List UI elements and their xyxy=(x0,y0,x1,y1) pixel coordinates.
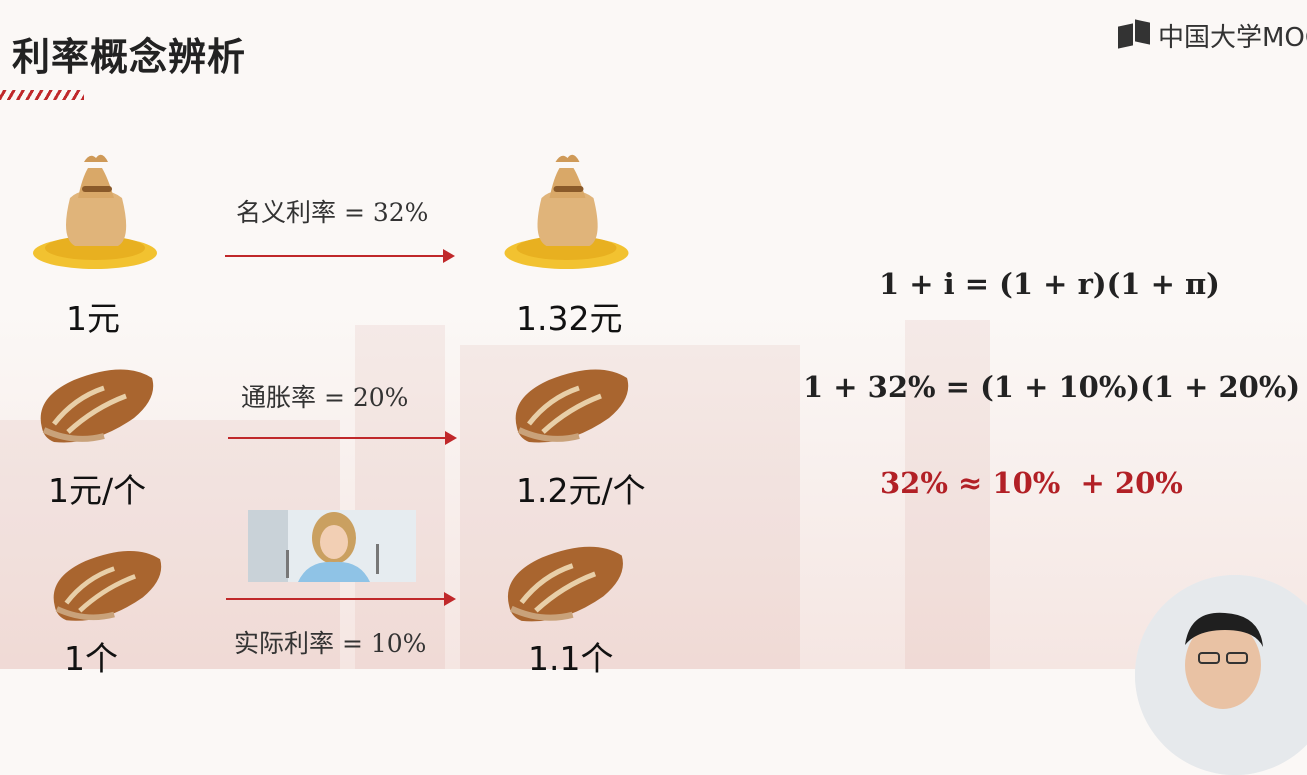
bread-icon xyxy=(509,358,634,448)
row3-arrow xyxy=(226,592,456,606)
row3-rate-label: 实际利率 = 10% xyxy=(234,629,427,658)
girl-eating-photo xyxy=(248,510,416,582)
bread-icon xyxy=(46,540,168,626)
equation-approx: 32% ≈ 10% + 20% xyxy=(880,466,1183,500)
mooc-logo: 中国大学MOOC xyxy=(1118,18,1307,53)
row2-left-label: 1元/个 xyxy=(48,471,147,510)
row2-right-label: 1.2元/个 xyxy=(516,471,646,510)
equation-numeric: 1 + 32% = (1 + 10%)(1 + 20%) xyxy=(803,370,1301,404)
bread-icon xyxy=(34,358,159,448)
slide-title: 利率概念辨析 xyxy=(12,35,247,79)
row1-arrow xyxy=(225,249,455,263)
book-icon xyxy=(1118,19,1152,49)
money-bag-icon xyxy=(30,138,160,278)
money-bag-icon xyxy=(499,138,634,278)
logo-text: 中国大学MOOC xyxy=(1158,22,1307,53)
background-block xyxy=(905,320,990,669)
row1-left-label: 1元 xyxy=(66,299,120,338)
row1-right-label: 1.32元 xyxy=(516,299,623,338)
title-underline-stripes xyxy=(0,90,84,100)
background-building xyxy=(0,310,1307,669)
bread-icon xyxy=(500,535,630,627)
row3-right-label: 1.1个 xyxy=(528,639,614,678)
equation-general: 1 + i = (1 + r)(1 + π) xyxy=(879,267,1220,301)
background-block xyxy=(355,325,445,669)
row1-rate-label: 名义利率 = 32% xyxy=(236,198,429,227)
row3-left-label: 1个 xyxy=(64,639,118,678)
row2-rate-label: 通胀率 = 20% xyxy=(241,383,409,412)
row2-arrow xyxy=(228,431,457,445)
